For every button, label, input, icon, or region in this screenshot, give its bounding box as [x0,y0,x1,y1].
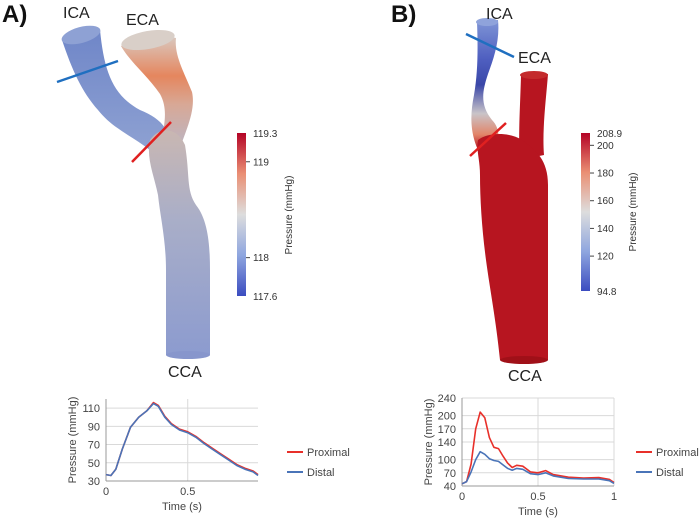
legend-label-distal: Distal [656,467,684,479]
ica-label-b: ICA [486,6,513,23]
colorbar-tick-label: 140 [597,224,614,235]
eca-branch-b [519,74,548,160]
ica-label-a: ICA [63,5,90,22]
ica-cut-line-b [465,32,515,59]
y-tick-label: 170 [438,424,456,436]
colorbar-b-min-label: 94.8 [597,287,617,298]
colorbar-a-bar [237,133,246,296]
x-tick-label: 1 [611,491,617,503]
colorbar-tick-label: 119 [253,157,269,168]
y-tick-label: 110 [82,403,100,415]
colorbar-b: 208.9 94.8 Pressure (mmHg) 120 140 160 180 2… [581,129,639,298]
panel-a-letter: A) [2,1,27,28]
x-axis-label: Time (s) [518,506,558,518]
legend-label-proximal: Proximal [307,447,350,459]
cca-base-b [500,356,548,364]
colorbar-b-title: Pressure (mmHg) [628,173,639,252]
panel-b-letter: B) [391,1,416,28]
vessel-model-a [56,25,210,359]
y-tick-label: 200 [438,411,456,423]
x-axis-label: Time (s) [162,501,202,513]
eca-cut-line-a [131,121,172,163]
y-tick-label: 70 [444,468,456,480]
y-axis-label: Pressure (mmHg) [423,399,435,486]
colorbar-tick-label: 120 [597,252,614,263]
ica-branch-b [471,20,499,150]
y-tick-label: 50 [88,458,100,470]
eca-label-a: ECA [126,12,159,29]
colorbar-tick-label: 160 [597,196,614,207]
cca-label-b: CCA [508,368,542,385]
eca-branch-a [121,36,193,150]
vessel-model-b [465,18,548,364]
colorbar-a-max-label: 119.3 [253,129,278,140]
y-tick-label: 40 [444,481,456,493]
x-tick-label: 0.5 [180,486,195,498]
pressure-chart-a: 30 50 70 90 110 0 0.5 Time (s) Pressure (mmHg) Pr… [67,397,350,513]
cca-trunk-a [148,130,210,355]
y-tick-label: 140 [438,437,456,449]
x-tick-label: 0.5 [530,491,545,503]
colorbar-tick-label: 180 [597,169,614,180]
colorbar-tick-label: 118 [253,253,269,264]
colorbar-b-max-label: 208.9 [597,129,622,140]
colorbar-a-min-label: 117.6 [253,292,278,303]
ica-branch-a [62,30,171,150]
y-tick-label: 30 [88,476,100,488]
ica-opening-a [61,25,101,45]
colorbar-a-title: Pressure (mmHg) [284,176,295,255]
series-line-distal [105,402,259,477]
ica-cut-line-a [56,59,119,84]
eca-label-b: ECA [518,50,551,67]
x-tick-label: 0 [459,491,465,503]
y-axis-label: Pressure (mmHg) [67,397,79,484]
colorbar-tick-label: 200 [597,141,614,152]
cca-trunk-b [477,134,548,360]
ica-opening-b [476,18,498,26]
cca-base-a [166,351,210,359]
x-tick-label: 0 [103,486,109,498]
y-tick-label: 90 [88,421,100,433]
series-line-distal [461,450,615,485]
y-tick-label: 240 [438,393,456,405]
eca-opening-b [520,71,548,79]
eca-opening-a [121,29,175,51]
colorbar-b-bar [581,133,590,291]
legend-label-proximal: Proximal [656,447,699,459]
y-tick-label: 70 [88,440,100,452]
series-line-proximal [461,411,615,485]
y-tick-label: 100 [438,455,456,467]
cca-label-a: CCA [168,364,202,381]
eca-cut-line-b [469,122,507,157]
legend-label-distal: Distal [307,467,335,479]
colorbar-a: 119.3 117.6 Pressure (mmHg) 118 119 [237,129,295,303]
